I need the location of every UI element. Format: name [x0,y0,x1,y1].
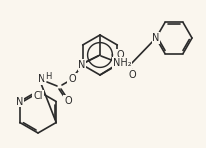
Text: N: N [38,74,46,84]
Text: H: H [45,71,51,81]
Text: O: O [68,74,76,84]
Text: N: N [152,33,160,43]
Text: S: S [122,58,130,71]
Text: O: O [116,50,124,60]
Text: N: N [16,96,23,107]
Text: O: O [128,70,136,80]
Text: N: N [78,60,86,70]
Text: O: O [64,96,72,106]
Text: NH₂: NH₂ [113,58,131,68]
Text: Cl: Cl [33,91,43,101]
